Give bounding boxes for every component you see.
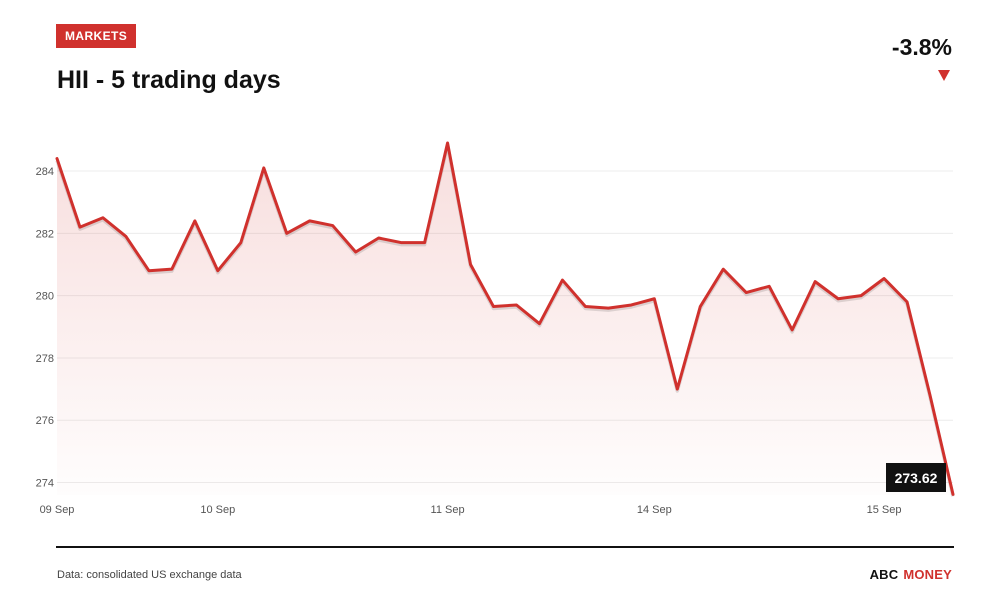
data-point: [814, 280, 817, 283]
data-point: [791, 328, 794, 331]
price-line: [55, 141, 955, 496]
data-point: [400, 241, 403, 244]
y-tick-label: 280: [36, 291, 54, 303]
down-arrow-icon: [938, 70, 950, 81]
y-tick-label: 282: [36, 228, 54, 240]
x-tick-label: 15 Sep: [867, 504, 902, 516]
data-point: [262, 166, 265, 169]
data-point: [78, 226, 81, 229]
divider: [56, 546, 954, 548]
x-tick-label: 11 Sep: [431, 504, 465, 516]
data-point: [929, 394, 932, 397]
data-point: [147, 269, 150, 272]
data-point: [354, 251, 357, 254]
data-point: [883, 277, 886, 280]
data-point: [745, 291, 748, 294]
x-tick-label: 14 Sep: [637, 504, 672, 516]
data-point: [630, 303, 633, 306]
last-value-label: 273.62: [895, 470, 938, 486]
data-source: Data: consolidated US exchange data: [57, 569, 242, 581]
percent-change: -3.8%: [891, 34, 952, 60]
data-point: [423, 241, 426, 244]
data-point: [515, 303, 518, 306]
data-point: [768, 285, 771, 288]
data-point: [584, 305, 587, 308]
data-point: [469, 263, 472, 266]
data-point: [837, 297, 840, 300]
data-point: [446, 142, 449, 145]
data-point: [561, 279, 564, 282]
brand-money: MONEY: [903, 567, 952, 582]
price-chart: 274 276 278 280 282 284 09 Sep 10 Sep 11 Sep 14 S…: [36, 141, 955, 516]
data-point: [377, 237, 380, 240]
y-tick-label: 284: [36, 166, 54, 178]
data-point: [101, 216, 104, 219]
section-badge: MARKETS: [56, 24, 137, 48]
data-point: [193, 219, 196, 222]
data-point: [124, 235, 127, 238]
data-point: [239, 241, 242, 244]
x-tick-label: 10 Sep: [200, 504, 235, 516]
y-tick-label: 274: [36, 478, 54, 490]
data-point: [952, 493, 955, 496]
chart-title: HII - 5 trading days: [57, 66, 281, 94]
brand-logo: ABC MONEY: [870, 567, 952, 582]
data-point: [331, 224, 334, 227]
last-value-box: [886, 463, 946, 492]
data-point: [906, 300, 909, 303]
y-tick-label: 276: [36, 415, 54, 427]
data-point: [216, 269, 219, 272]
data-point: [308, 219, 311, 222]
data-point: [56, 157, 59, 160]
data-point: [285, 232, 288, 235]
brand-abc: ABC: [869, 567, 899, 582]
x-tick-label: 09 Sep: [40, 504, 75, 516]
data-point: [607, 307, 610, 310]
data-point: [722, 268, 725, 271]
data-point: [676, 388, 679, 391]
data-point: [492, 305, 495, 308]
data-point: [170, 268, 173, 271]
data-point: [653, 297, 656, 300]
data-point: [538, 322, 541, 325]
data-point: [699, 305, 702, 308]
data-point: [860, 294, 863, 297]
price-area: [57, 143, 953, 495]
y-tick-label: 278: [36, 353, 54, 365]
